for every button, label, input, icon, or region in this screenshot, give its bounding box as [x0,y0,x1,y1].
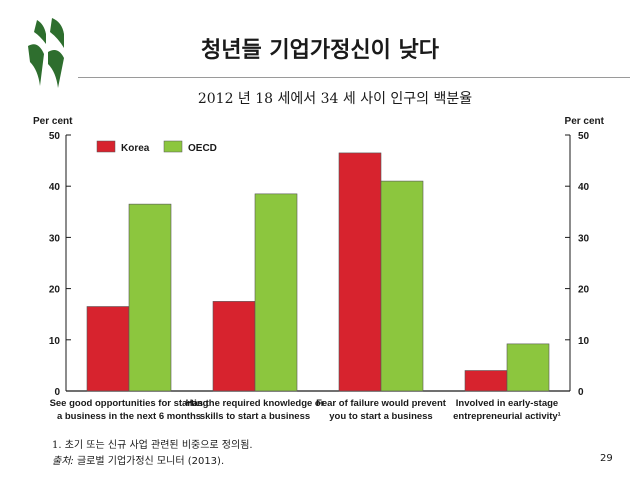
bar-korea-1 [86,306,130,392]
x-tick-label: you to start a business [329,411,432,422]
chart-title: 2012 년 18 세에서 34 세 사이 인구의 백분율 [197,91,473,107]
logo-stroke [48,50,64,88]
y-tick-label-right: 0 [578,387,584,398]
x-tick-label: Fear of failure would prevent [316,398,447,409]
y-tick-label-right: 20 [578,285,590,296]
y-axis-label-left: Per cent [33,116,73,127]
x-tick-label: a business in the next 6 months [57,411,201,422]
x-tick-label: skills to start a business [200,411,310,422]
oecd-logo [28,18,64,88]
y-tick-label-right: 30 [578,233,590,244]
source-text: 글로벌 기업가정신 모니터 (2013). [73,456,225,467]
logo-stroke [28,44,44,86]
source-prefix: 출처: [52,456,74,467]
legend-swatch-korea [96,140,116,153]
bar-oecd-3 [380,180,424,392]
slide-title: 청년들 기업가정신이 낮다 [201,38,439,63]
bar-korea-4 [464,370,508,392]
source-note: 출처: 글로벌 기업가정신 모니터 (2013). [52,452,224,467]
bar-korea-3 [338,152,382,392]
y-tick-label-left: 30 [49,233,61,244]
y-tick-label-right: 50 [578,131,590,142]
y-tick-label-left: 10 [49,336,61,347]
title-divider [78,77,630,78]
y-tick-label-right: 40 [578,182,590,193]
y-axis-label-right: Per cent [565,116,605,127]
x-tick-label: See good opportunities for starting [50,398,209,409]
y-tick-label-left: 0 [54,387,60,398]
bar-korea-2 [212,301,256,392]
y-tick-label-left: 20 [49,285,61,296]
x-tick-label: Has the required knowledge or [186,398,325,409]
logo-stroke [34,20,46,44]
legend-label-korea: Korea [121,143,150,154]
bar-oecd-4 [506,343,550,392]
y-tick-label-left: 50 [49,131,61,142]
logo-stroke [50,18,64,48]
x-tick-label: entrepreneurial activity¹ [453,411,561,422]
bar-oecd-1 [128,203,172,392]
legend-swatch-oecd [163,140,183,153]
y-tick-label-right: 10 [578,336,590,347]
bar-oecd-2 [254,193,298,392]
page-number: 29 [600,453,613,464]
footnote: 1. 초기 또는 신규 사업 관련된 비중으로 정의됨. [52,440,253,451]
legend-label-oecd: OECD [188,143,217,154]
x-tick-label: Involved in early-stage [456,398,558,409]
y-tick-label-left: 40 [49,182,61,193]
